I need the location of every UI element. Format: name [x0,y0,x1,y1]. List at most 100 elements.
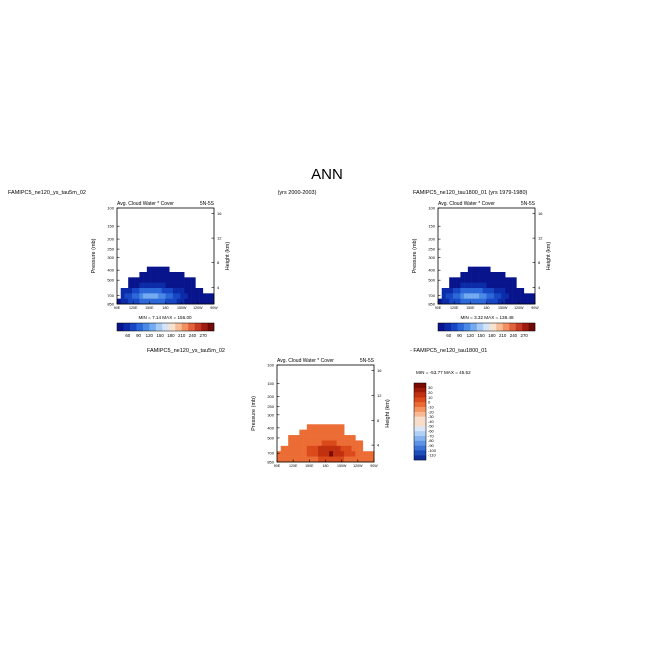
upper-right-field-cell [508,277,513,283]
upper-right-field-cell [449,288,454,294]
difference-colorbar-label: -70 [428,433,435,438]
difference-field-cell [362,451,367,457]
difference-field-cell [340,451,345,457]
upper-right-field-cell [479,288,484,294]
difference-field-cell [318,435,323,441]
upper-left-field-cell [139,277,144,283]
upper-right-field-cell [471,298,476,305]
panels: Avg. Cloud Water * Cover 5N-5S10015020025… [91,201,552,468]
difference-field-cell [291,445,296,452]
upper-right-field-cell [449,277,454,283]
upper-right-field-cell [490,272,495,278]
difference-field-cell [347,440,352,447]
upper-right-field-cell [531,298,536,305]
upper-right-field-cell [497,282,502,289]
difference-field-cell [295,445,300,452]
upper-right-field-cell [467,298,472,305]
upper-right-field-cell [460,288,465,294]
difference-field-cell [318,456,323,463]
difference-field-cell [288,440,293,447]
upper-left-field-cell [187,298,192,305]
upper-left-field-cell [180,288,185,294]
difference-field-cell [310,424,315,430]
upper-left-colorbar-label: 60 [125,333,130,338]
upper-left-field-cell [139,298,144,305]
difference-field-cell [295,435,300,441]
upper-right-field-cell [486,266,491,273]
upper-left-field-cell [172,277,177,283]
upper-right-field-cell [490,288,495,294]
difference-field-cell [329,429,334,436]
upper-right-field-cell [531,293,536,299]
difference-field-cell [314,456,319,463]
difference-y-tick-label: 150 [267,381,274,386]
upper-left-field-cell [210,298,215,305]
upper-right-field-cell [493,288,498,294]
difference-field-cell [288,445,293,452]
upper-left-field-cell [176,272,181,278]
upper-right-field-cell [460,293,465,299]
difference-field-cell [325,440,330,447]
upper-left-field-cell [191,282,196,289]
upper-right-field-cell [520,298,525,305]
difference-y-right-tick-label: 4 [377,443,380,448]
upper-left-colorbar-box [201,323,208,331]
upper-left-field-cell [150,277,155,283]
difference-colorbar-box [414,440,426,446]
upper-right-field-cell [467,282,472,289]
upper-left-field-cell [195,288,200,294]
upper-left-field-cell [161,293,166,299]
difference-field-cell [280,456,285,463]
upper-left-field-cell [143,277,148,283]
difference-colorbar-box [414,387,426,393]
upper-left-field-cell [172,288,177,294]
upper-right-colorbar-box [444,323,452,331]
upper-right-field-cell [516,293,521,299]
upper-right-field-cell [490,282,495,289]
upper-right-field-cell [464,288,469,294]
upper-right-y-tick-label: 400 [428,268,435,273]
upper-right-field-cell [505,298,510,305]
upper-right-field-cell [449,298,454,305]
upper-left-field-cell [172,293,177,299]
upper-right-colorbar-label: 150 [477,333,485,338]
difference-field-cell [299,440,304,447]
difference-field-cell [325,445,330,452]
upper-left-field-cell [128,293,133,299]
upper-right-field-cell [497,288,502,294]
difference-ylabel-right: Height (km) [385,399,391,428]
difference-min-max: MIN = -53.77 MAX = 45.52 [416,370,471,375]
upper-left-field-cell [143,282,148,289]
upper-left-field-cell [158,288,163,294]
upper-right-field-cell [482,282,487,289]
upper-left-field-cell [176,288,181,294]
upper-left-field-cell [154,288,159,294]
upper-right-field-cell [520,293,525,299]
difference-field-cell [351,435,356,441]
upper-left-field-cell [131,298,136,305]
upper-left-field-cell [165,298,170,305]
upper-right-field-cell [512,288,517,294]
upper-right-field-cell [512,293,517,299]
difference-field-cell [329,445,334,452]
upper-left-colorbar-box [168,323,176,331]
difference-field-cell [336,424,341,430]
upper-right-title-right: 5N-5S [521,201,536,207]
upper-left-field-cell [154,266,159,273]
difference-field-cell [340,440,345,447]
difference-y-right-tick-label: 12 [377,393,382,398]
difference-field-cell [355,451,360,457]
difference-field-cell [277,451,282,457]
upper-right-field-cell [486,282,491,289]
difference-field-cell [291,456,296,463]
upper-right-field-cell [467,272,472,278]
upper-right-field-cell [460,272,465,278]
upper-right-colorbar-label: 90 [457,333,462,338]
difference-y-tick-label: 100 [267,363,274,368]
upper-left-colorbar-label: 180 [167,333,175,338]
difference-field-cell [355,456,360,463]
upper-right-field-cell [475,288,480,294]
difference-field-cell [344,451,349,457]
upper-right-field-cell [501,298,506,305]
difference-colorbar-box [414,431,426,437]
